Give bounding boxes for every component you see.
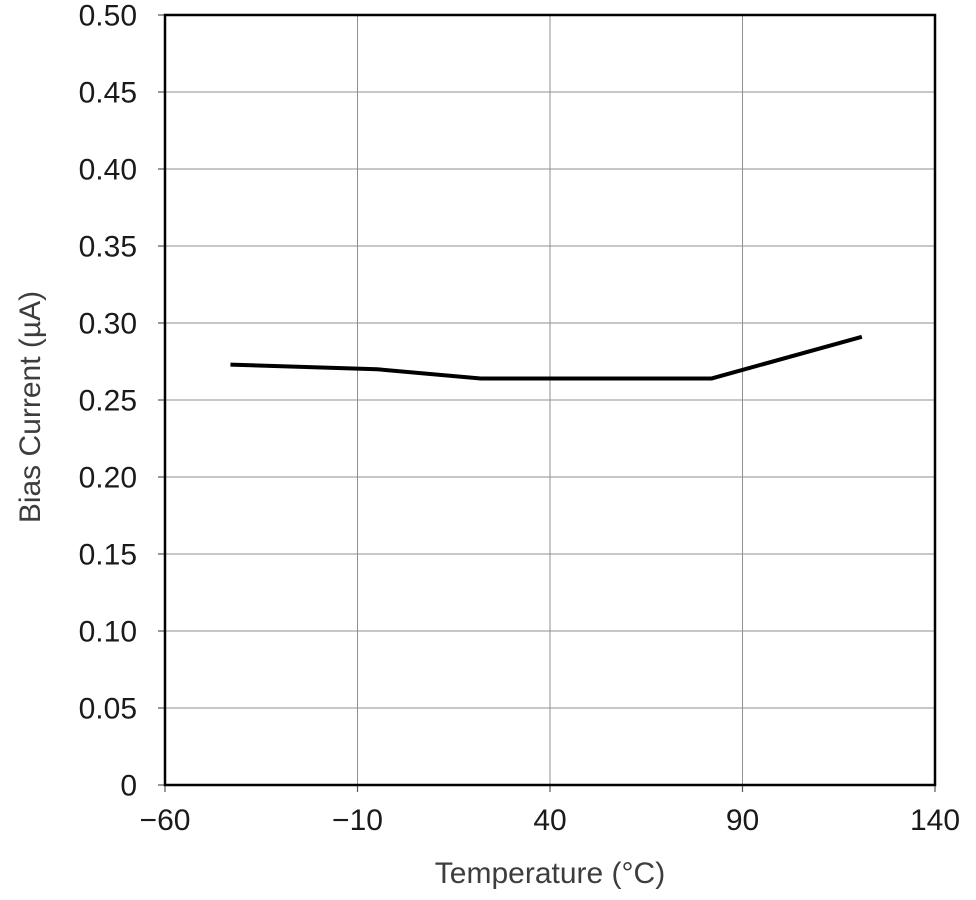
x-tick-label: 90 xyxy=(726,804,759,837)
y-tick-label: 0.10 xyxy=(79,616,137,649)
y-tick-label: 0.50 xyxy=(79,0,137,33)
plot-frame xyxy=(163,13,937,787)
y-tick-label: 0 xyxy=(120,770,137,803)
y-axis-title: Bias Current (µA) xyxy=(14,290,47,524)
x-tick-label: 140 xyxy=(910,804,960,837)
x-tick-label: −10 xyxy=(332,804,383,837)
y-tick-label: 0.15 xyxy=(79,539,137,572)
series-bias-current xyxy=(230,334,863,381)
y-tick-label: 0.40 xyxy=(79,154,137,187)
y-tick-label: 0.20 xyxy=(79,462,137,495)
y-tick-label: 0.25 xyxy=(79,385,137,418)
y-tick-label: 0.30 xyxy=(79,308,137,341)
x-tick-label: −60 xyxy=(140,804,191,837)
y-tick-label: 0.35 xyxy=(79,231,137,264)
x-axis-title: Temperature (°C) xyxy=(434,857,666,890)
x-tick-label: 40 xyxy=(533,804,566,837)
y-tick-label: 0.05 xyxy=(79,693,137,726)
y-tick-label: 0.45 xyxy=(79,77,137,110)
